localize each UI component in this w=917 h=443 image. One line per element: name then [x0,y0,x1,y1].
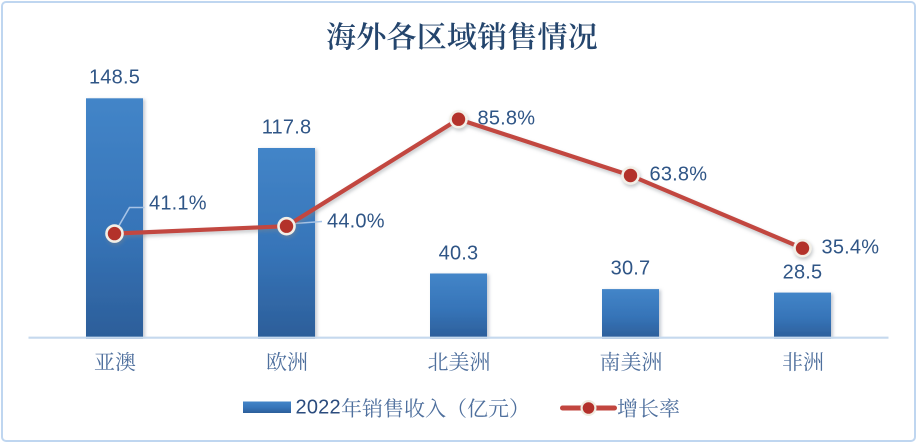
legend-label-revenue[interactable]: 2022 [296,396,530,419]
growth-label-3[interactable]: 63.8% [649,163,708,186]
legend-marker-dot [582,402,595,414]
bar-0[interactable] [86,98,143,339]
bar-value-label-2[interactable]: 40.3 [438,242,479,265]
legend-bar-swatch[interactable] [243,401,291,414]
label-leader-line-1 [294,220,323,225]
category-label-4[interactable] [782,351,824,377]
category-label-0[interactable] [94,351,136,377]
bar-series[interactable] [86,98,831,339]
legend-marks[interactable] [243,400,617,416]
growth-label-1[interactable]: 44.0% [327,210,385,233]
growth-label-2[interactable]: 85.8% [477,107,536,130]
bar-value-label-0[interactable]: 148.5 [88,66,141,89]
category-label-3[interactable] [599,351,662,377]
line-marker-1[interactable] [277,216,296,236]
bar-1[interactable] [258,148,315,339]
category-label-2[interactable] [427,351,490,377]
line-marker-3[interactable] [621,166,640,185]
bar-4[interactable] [774,292,831,339]
bar-3[interactable] [602,289,659,339]
category-label-1[interactable] [266,351,308,377]
chart-title[interactable] [326,21,598,56]
bar-2[interactable] [430,273,487,339]
label-leader-line-0 [114,206,145,233]
bar-value-label-3[interactable]: 30.7 [610,257,651,280]
line-series[interactable] [105,109,812,258]
growth-label-0[interactable]: 41.1% [149,192,207,214]
bar-value-label-4[interactable]: 28.5 [782,261,823,284]
line-marker-4[interactable] [793,238,812,258]
line-marker-2[interactable] [449,109,468,129]
legend-label-growth[interactable] [617,397,680,418]
growth-label-4[interactable]: 35.4% [821,236,880,259]
bar-value-label-1[interactable]: 117.8 [261,116,312,139]
line-marker-0[interactable] [105,224,124,243]
